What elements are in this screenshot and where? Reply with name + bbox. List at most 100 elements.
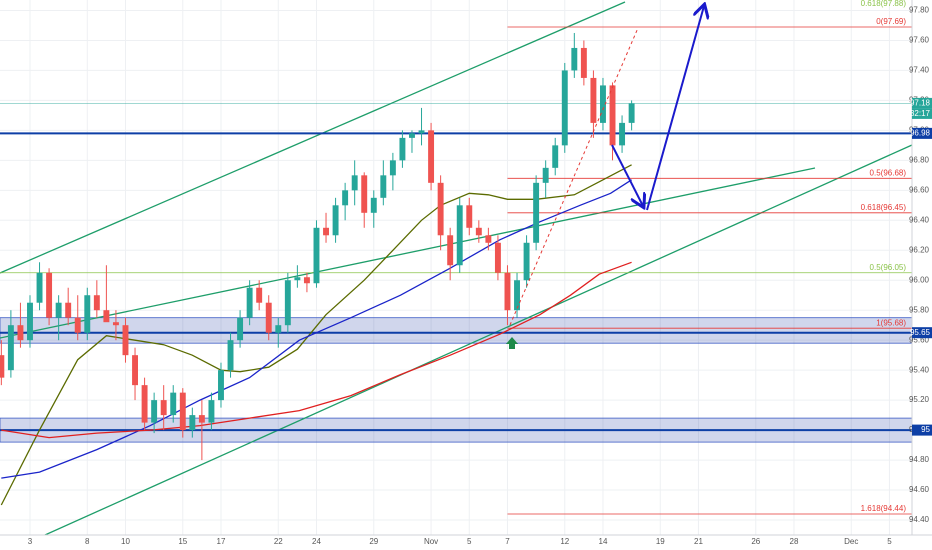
candle-body: [514, 280, 520, 311]
countdown: 03:32:17: [899, 109, 931, 118]
x-tick-label: 14: [599, 537, 608, 546]
candle-body: [323, 227, 329, 236]
candle-body: [218, 370, 224, 401]
candle-body: [580, 47, 587, 78]
y-tick-label: 97.60: [909, 36, 930, 45]
candle-body: [246, 287, 253, 318]
candle-body: [418, 130, 425, 134]
y-tick-label: 95.80: [909, 305, 930, 314]
x-tick-label: 19: [656, 537, 665, 546]
candle-body: [256, 287, 263, 303]
x-tick-label: 8: [85, 537, 90, 546]
candle-body: [189, 415, 196, 431]
candle-body: [170, 392, 177, 416]
fibonacci: 0(97.69) 0.5(96.68) 0.618(96.45) 1(95.68) 1.…: [0, 0, 912, 515]
channel-bottom: [44, 144, 912, 535]
candle-body: [542, 167, 549, 183]
candle-body: [437, 182, 444, 236]
zone: [0, 317, 912, 344]
candle-body: [409, 133, 415, 138]
y-tick-label: 97.40: [909, 66, 930, 75]
moving-average: [1, 261, 632, 439]
candle-body: [561, 70, 568, 146]
candle-body: [370, 197, 377, 213]
candle-body: [294, 277, 301, 281]
candle-body: [523, 242, 530, 281]
candle-body: [342, 190, 349, 206]
price-tag: [912, 97, 932, 109]
candle-body: [179, 392, 186, 431]
countdown-tag: [912, 108, 932, 119]
moving-average: [1, 179, 632, 479]
candle-body: [103, 310, 110, 323]
x-tick-label: 5: [887, 537, 892, 546]
y-tick-label: 96.80: [909, 155, 930, 164]
candle-body: [590, 77, 597, 123]
candle-body: [55, 302, 62, 318]
candle-body: [552, 145, 559, 168]
up-marker: [506, 337, 518, 349]
price-tag-label: 95.65: [910, 328, 931, 337]
fib-label: 0(97.69): [876, 17, 906, 26]
candle-body: [141, 385, 148, 423]
x-tick-label: 5: [467, 537, 472, 546]
candle-body: [198, 415, 205, 423]
candle-body: [504, 272, 511, 311]
x-tick-label: 7: [505, 537, 510, 546]
y-tick-label: 95.40: [909, 365, 930, 374]
x-tick-label: Dec: [844, 537, 858, 546]
candle-body: [0, 355, 5, 378]
candle-body: [122, 325, 129, 356]
candle-body: [7, 325, 14, 371]
candle-body: [275, 325, 282, 333]
axes: 94.4094.6094.8095.0095.2095.4095.6095.80…: [28, 6, 932, 546]
x-tick-label: 17: [217, 537, 226, 546]
fib-label: 1.618(94.44): [861, 504, 907, 513]
fib-label: 0.618(97.88): [861, 0, 907, 8]
y-tick-label: 95.60: [909, 335, 930, 344]
y-tick-label: 94.80: [909, 455, 930, 464]
candle-body: [208, 400, 215, 423]
candle-body: [65, 302, 72, 318]
x-tick-label: 12: [560, 537, 569, 546]
candle-body: [619, 122, 626, 146]
candles: [0, 32, 635, 461]
y-tick-label: 94.40: [909, 515, 930, 524]
price-tag-label: 97.18: [910, 99, 931, 108]
arrow-down: [611, 144, 643, 206]
candle-body: [93, 295, 100, 311]
price-tag: [912, 327, 932, 339]
candle-body: [600, 85, 606, 123]
x-tick-label: 15: [178, 537, 187, 546]
x-tick-label: 3: [28, 537, 33, 546]
candle-body: [399, 137, 406, 161]
candle-body: [485, 235, 492, 243]
fib-label: 0.5(96.68): [870, 168, 907, 177]
x-tick-label: Nov: [424, 537, 438, 546]
candle-body: [151, 400, 158, 423]
y-tick-label: 97.80: [909, 6, 930, 15]
candle-body: [46, 272, 53, 318]
candle-body: [571, 47, 578, 71]
candle-body: [447, 235, 454, 266]
candle-body: [303, 277, 310, 284]
x-tick-label: 24: [312, 537, 321, 546]
trendlines: [0, 1, 912, 535]
candle-body: [17, 325, 24, 341]
candle-body: [313, 227, 320, 284]
candle-body: [609, 85, 616, 146]
candle-body: [494, 242, 501, 273]
x-tick-label: 10: [121, 537, 130, 546]
candle-body: [265, 302, 272, 333]
candle-body: [389, 160, 396, 176]
candle-body: [361, 175, 368, 213]
price-tag: [912, 127, 932, 139]
candle-body: [456, 205, 463, 266]
channel-top: [0, 1, 626, 274]
candle-body: [351, 175, 358, 191]
candle-body: [332, 205, 339, 236]
y-tick-label: 94.60: [909, 485, 930, 494]
candle-body: [36, 272, 43, 303]
candle-body: [628, 103, 635, 123]
